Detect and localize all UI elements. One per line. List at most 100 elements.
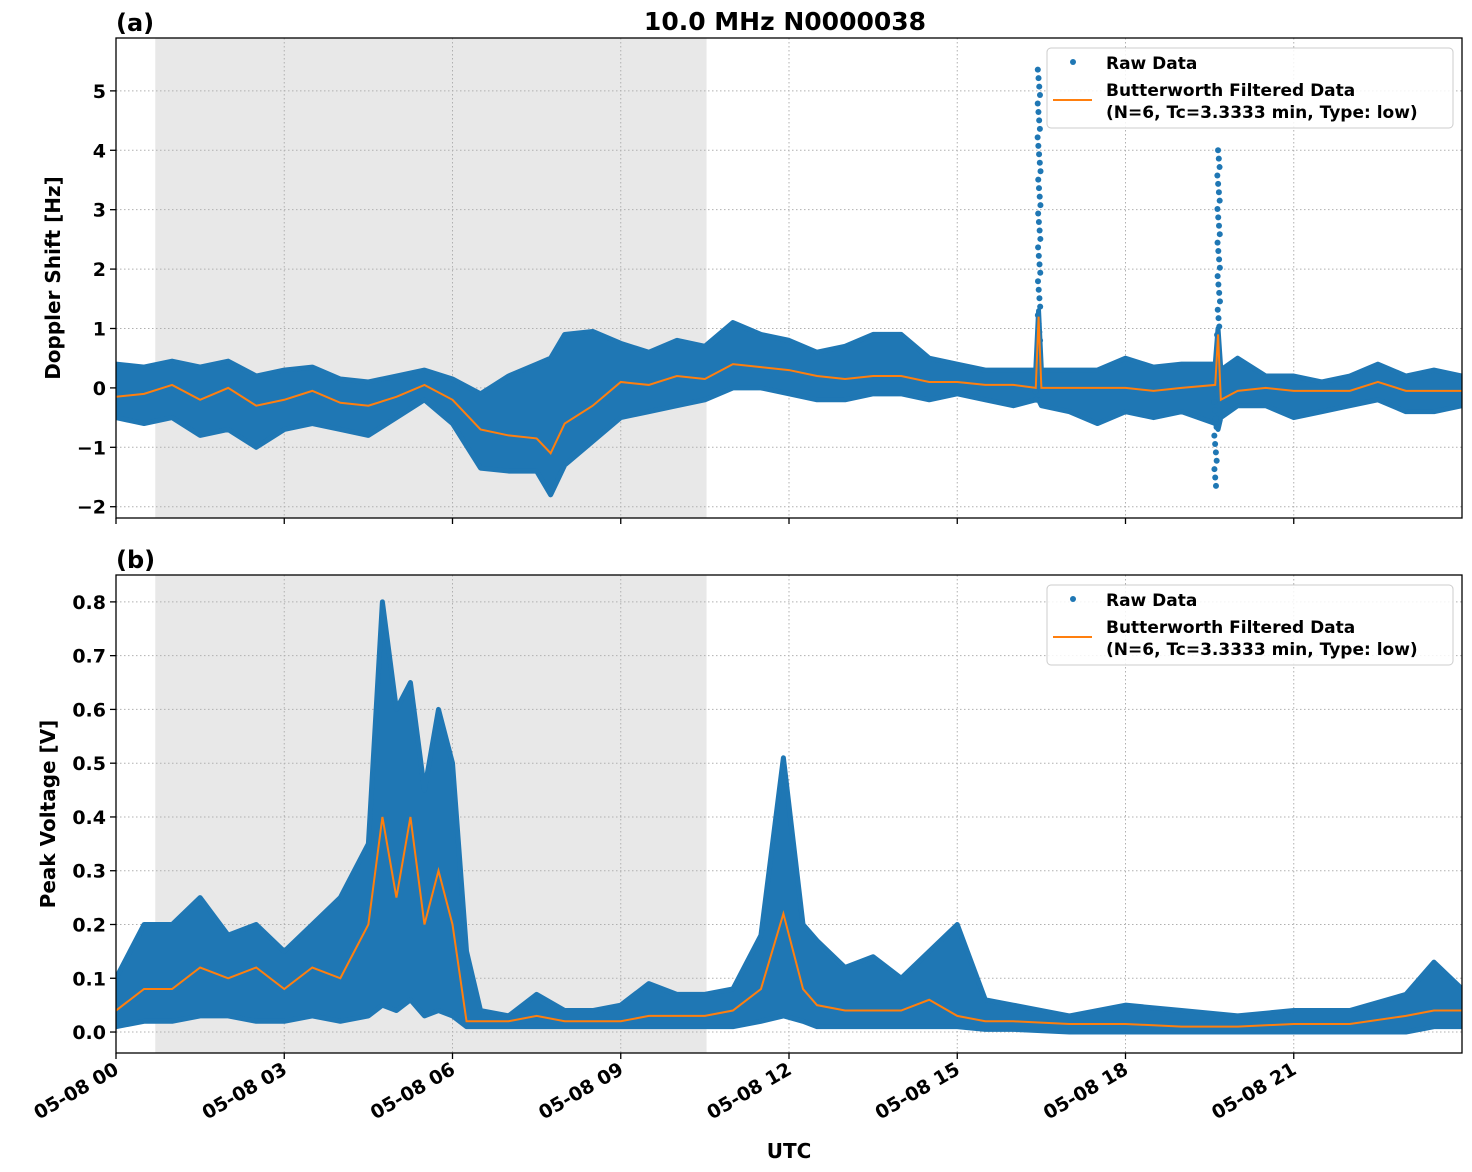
y-tick-label: 0.7 [72,646,106,668]
raw-data-point [1036,151,1043,158]
legend-marker-raw [1070,596,1076,602]
raw-data-point [1035,286,1042,293]
x-tick-label: 05-08 00 [30,1058,122,1124]
panel-label: (b) [116,546,155,574]
raw-data-point [1035,244,1042,251]
x-tick-label: 05-08 03 [198,1058,290,1124]
x-tick-label: 05-08 18 [1040,1058,1132,1124]
raw-data-point [1212,449,1219,456]
raw-data-point [1212,474,1219,481]
raw-data-point [1214,239,1221,246]
panel-b: 0.0 0.1 0.2 0.3 0.4 0.5 0.6 0.7 0.8 05-08 00 05-08… [30,546,1463,1124]
y-tick-label: 0.3 [72,861,106,883]
raw-data-point [1037,202,1044,209]
chart-title: 10.0 MHz N0000038 [644,7,926,36]
filtered-series-line [116,316,1462,455]
y-tick-label: 0.0 [72,1022,106,1044]
y-tick-label: −2 [77,497,106,519]
raw-data-point [1216,256,1223,263]
raw-data-point [1213,390,1220,397]
raw-data-point [1035,75,1042,82]
legend-box [1046,584,1454,666]
y-axis-label: Doppler Shift [Hz] [41,176,65,380]
raw-data-point [1034,278,1041,285]
raw-data-point [1036,117,1043,124]
raw-data-point [1212,415,1219,422]
raw-data-point [1216,264,1223,271]
y-tick-label: −1 [77,437,106,459]
raw-data-point [1214,206,1221,213]
raw-data-point [1216,164,1223,171]
raw-data-point [1216,231,1223,238]
raw-data-point [1216,323,1223,330]
raw-data-point [1215,281,1222,288]
raw-data-point [1215,214,1222,221]
legend-label-raw: Raw Data [1106,591,1197,611]
y-tick-label: 0.5 [72,753,106,775]
y-axis-label: Peak Voltage [V] [36,720,60,909]
legend: Raw Data Butterworth Filtered Data(N=6, T… [1046,584,1454,666]
raw-data-point [1215,155,1222,162]
legend-label-filter-params: (N=6, Tc=3.3333 min, Type: low) [1106,103,1418,123]
raw-data-point [1035,252,1042,259]
raw-data-point [1214,306,1221,313]
raw-data-point [1037,235,1044,242]
raw-data-point [1216,298,1223,305]
raw-data-point [1034,134,1041,141]
y-tick-label: 1 [93,318,106,340]
raw-data-point [1036,261,1043,268]
raw-data-point [1214,172,1221,179]
raw-data-point [1035,176,1042,183]
raw-data-point [1033,396,1040,403]
y-tick-label: 0.6 [72,699,106,721]
raw-data-point [1036,92,1043,99]
y-tick-label: 0.8 [72,592,106,614]
raw-data-point [1215,180,1222,187]
raw-data-point [1216,197,1223,204]
raw-data-point [1215,315,1222,322]
raw-data-point [1215,147,1222,154]
raw-data-point [1215,247,1222,254]
y-tick-label: 4 [93,140,106,162]
raw-data-point [1213,424,1220,431]
x-tick-label: 05-08 06 [367,1058,459,1124]
legend-label-raw: Raw Data [1106,54,1197,74]
raw-data-point [1036,295,1043,302]
raw-data-band [116,308,1462,498]
raw-data-point [1213,457,1220,464]
raw-data-point [1211,466,1218,473]
raw-data-point [1035,142,1042,149]
raw-data-point [1036,83,1043,90]
x-tick-label: 05-08 21 [1208,1058,1300,1124]
y-tick-label: 0.2 [72,914,106,936]
x-axis-label: UTC [767,1139,812,1163]
raw-data-point [1212,407,1219,414]
raw-data-point [1037,269,1044,276]
legend-marker-raw [1070,59,1076,65]
x-tick-label: 05-08 09 [535,1058,627,1124]
y-tick-label: 3 [93,200,106,222]
y-tick-label: 0 [93,378,106,400]
x-tick-label: 05-08 12 [703,1058,795,1124]
raw-data-point [1211,399,1218,406]
shaded-interval [155,38,707,518]
raw-data-point [1035,219,1042,226]
raw-data-point [1212,482,1219,489]
raw-data-point [1216,289,1223,296]
plot-area [116,66,1462,498]
y-tick-label: 0.4 [72,807,106,829]
legend-label-filtered: Butterworth Filtered Data [1106,618,1355,638]
raw-data-point [1036,193,1043,200]
raw-data-point [1035,210,1042,217]
panel-a: −2 −1 0 1 2 3 4 5 (a) Doppler Shift [Hz] Raw Data B… [41,9,1463,524]
filtered-series-line [116,816,1462,1028]
raw-data-point [1215,189,1222,196]
raw-data-point [1032,388,1039,395]
legend: Raw Data Butterworth Filtered Data(N=6, T… [1046,47,1454,129]
raw-data-point [1036,159,1043,166]
raw-data-point [1036,227,1043,234]
legend-label-filtered: Butterworth Filtered Data [1106,81,1355,101]
raw-data-point [1037,168,1044,175]
x-tick-label: 05-08 15 [871,1058,963,1124]
